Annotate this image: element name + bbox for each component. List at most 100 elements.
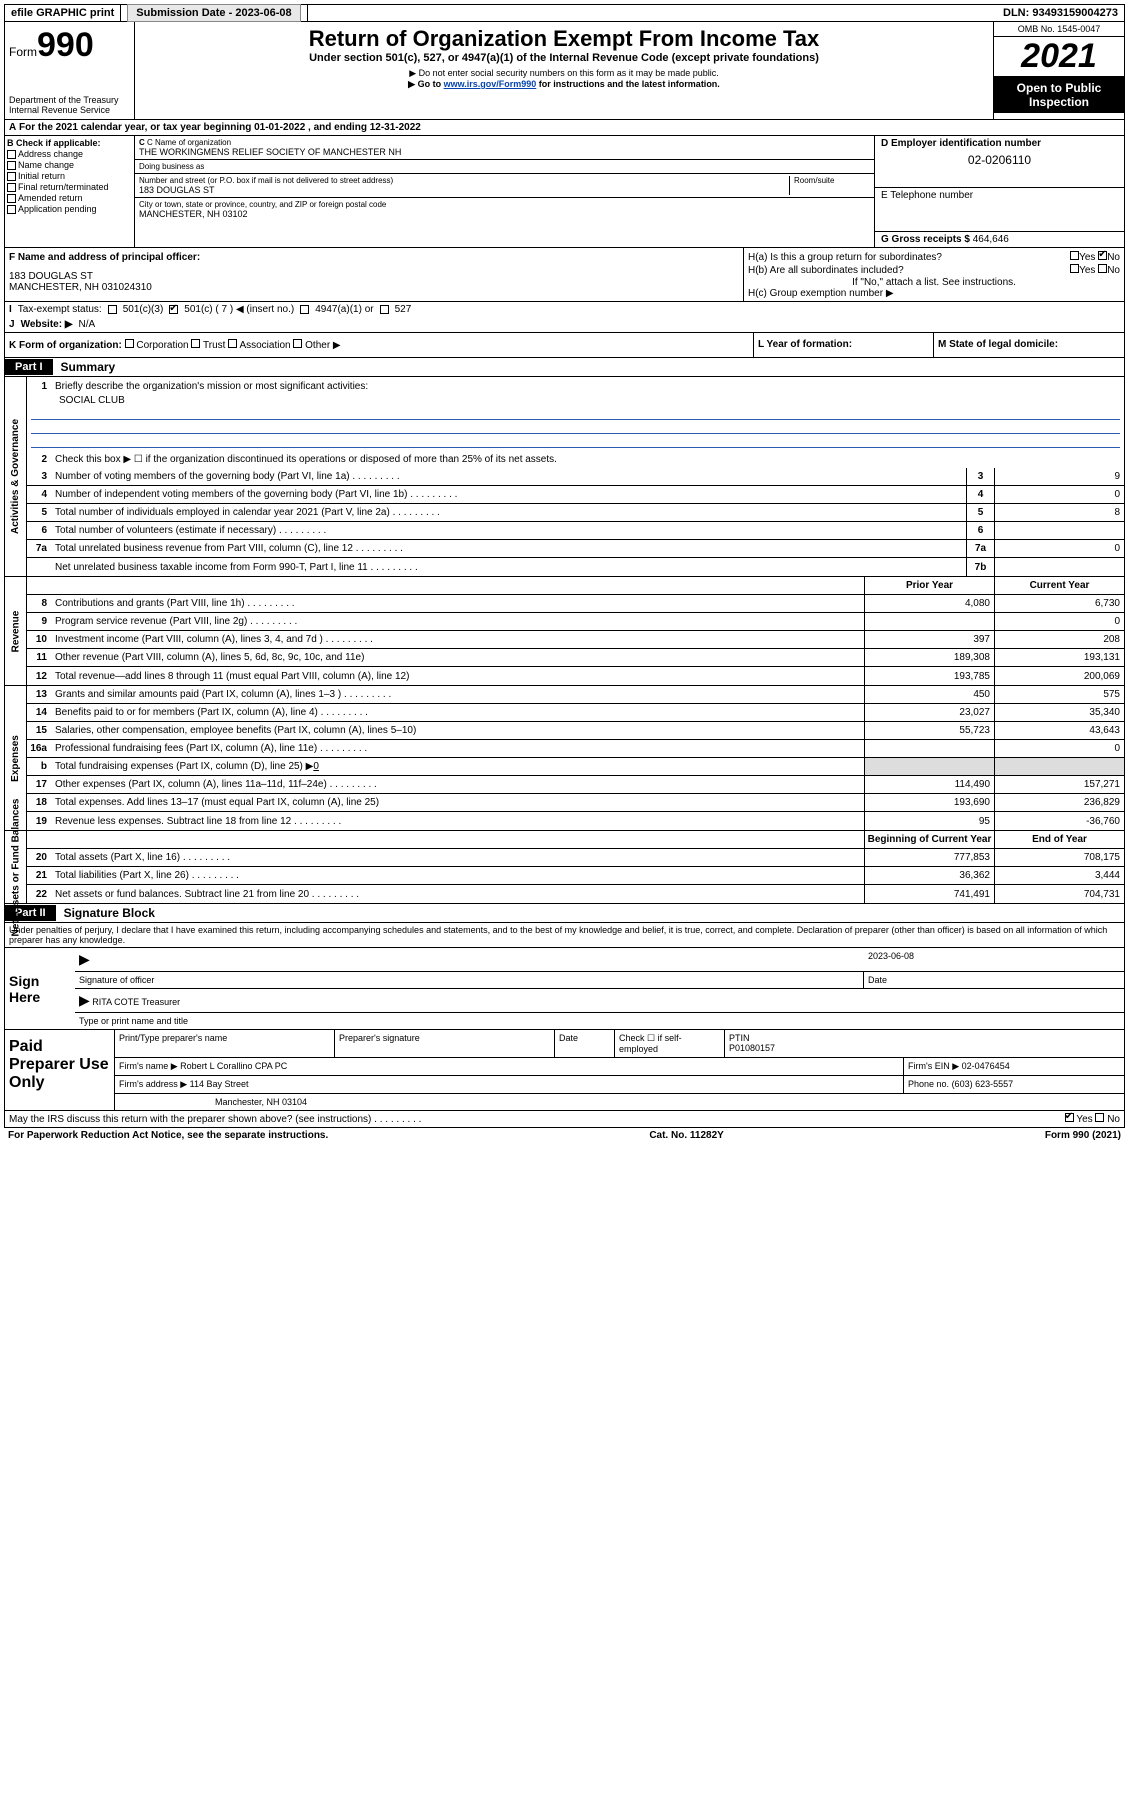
ha-yes[interactable]: [1070, 251, 1079, 260]
cat-no: Cat. No. 11282Y: [649, 1130, 723, 1141]
l17: Other expenses (Part IX, column (A), lin…: [51, 777, 864, 792]
col-f: F Name and address of principal officer:…: [5, 248, 744, 301]
hb-no[interactable]: [1098, 264, 1107, 273]
hb-label: H(b) Are all subordinates included?: [748, 265, 904, 276]
ha-no[interactable]: [1098, 251, 1107, 260]
ein-value: 02-0206110: [881, 153, 1118, 167]
checkbox-name-change[interactable]: [7, 161, 16, 170]
l18: Total expenses. Add lines 13–17 (must eq…: [51, 795, 864, 810]
p17: 114,490: [864, 776, 994, 793]
summary-revenue: Revenue Prior YearCurrent Year 8Contribu…: [4, 577, 1125, 686]
summary-expenses: Expenses 13Grants and similar amounts pa…: [4, 686, 1125, 831]
footer-discuss: May the IRS discuss this return with the…: [4, 1111, 1125, 1128]
hdr-prior: Prior Year: [864, 577, 994, 594]
i-label: Tax-exempt status:: [18, 304, 102, 315]
part2-title: Signature Block: [56, 904, 163, 922]
section-fh: F Name and address of principal officer:…: [4, 248, 1125, 302]
col-h: H(a) Is this a group return for subordin…: [744, 248, 1124, 301]
sign-here-label: Sign Here: [5, 948, 75, 1029]
officer-addr1: 183 DOUGLAS ST: [9, 271, 739, 282]
i-527[interactable]: [380, 305, 389, 314]
col-de: D Employer identification number 02-0206…: [874, 136, 1124, 247]
sig-date: 2023-06-08: [864, 948, 1124, 971]
part1-header: Part I Summary: [4, 358, 1125, 377]
form-header: Form990 Department of the Treasury Inter…: [4, 22, 1125, 120]
p13: 450: [864, 686, 994, 703]
k-corp[interactable]: [125, 339, 134, 348]
website-value: N/A: [79, 319, 96, 330]
l19: Revenue less expenses. Subtract line 18 …: [51, 814, 864, 829]
row-klm: K Form of organization: Corporation Trus…: [4, 333, 1125, 358]
section-bc: B Check if applicable: Address change Na…: [4, 136, 1125, 248]
row-a: A For the 2021 calendar year, or tax yea…: [4, 120, 1125, 136]
checkbox-amended-return[interactable]: [7, 194, 16, 203]
part2-header: Part II Signature Block: [4, 904, 1125, 923]
checkbox-address-change[interactable]: [7, 150, 16, 159]
paid-h4: Check ☐ if self-employed: [615, 1030, 725, 1057]
paid-preparer-section: Paid Preparer Use Only Print/Type prepar…: [4, 1030, 1125, 1111]
submission-seg: Submission Date - 2023-06-08: [121, 5, 307, 21]
checkbox-initial-return[interactable]: [7, 172, 16, 181]
c19: -36,760: [994, 812, 1124, 830]
discuss-yes[interactable]: [1065, 1113, 1074, 1122]
dln: DLN: 93493159004273: [997, 5, 1124, 21]
hb-yes[interactable]: [1070, 264, 1079, 273]
f-label: F Name and address of principal officer:: [9, 252, 739, 263]
p9: [864, 613, 994, 630]
c14: 35,340: [994, 704, 1124, 721]
k-trust[interactable]: [191, 339, 200, 348]
c17: 157,271: [994, 776, 1124, 793]
hdr-end: End of Year: [994, 831, 1124, 848]
row-j: JWebsite: ▶ N/A: [4, 317, 1125, 333]
c16a: 0: [994, 740, 1124, 757]
l6: Total number of volunteers (estimate if …: [51, 523, 966, 538]
sig-officer-label: Signature of officer: [75, 972, 864, 988]
c15: 43,643: [994, 722, 1124, 739]
sign-here-section: Sign Here ▶ 2023-06-08 Signature of offi…: [4, 948, 1125, 1030]
c10: 208: [994, 631, 1124, 648]
l16b: Total fundraising expenses (Part IX, col…: [51, 759, 864, 774]
form-title: Return of Organization Exempt From Incom…: [139, 26, 989, 52]
row-m: M State of legal domicile:: [934, 333, 1124, 357]
firm-ein: 02-0476454: [962, 1061, 1010, 1071]
ha-label: H(a) Is this a group return for subordin…: [748, 252, 942, 263]
discuss-no[interactable]: [1095, 1113, 1104, 1122]
j-label: Website: ▶: [21, 319, 73, 330]
l2: Check this box ▶ ☐ if the organization d…: [51, 452, 1124, 467]
submission-button[interactable]: Submission Date - 2023-06-08: [127, 4, 300, 22]
dba-label: Doing business as: [139, 162, 870, 171]
v6: [994, 522, 1124, 539]
room-label: Room/suite: [794, 176, 870, 185]
form-ref: Form 990 (2021): [1045, 1130, 1121, 1141]
officer-addr2: MANCHESTER, NH 031024310: [9, 282, 739, 293]
p14: 23,027: [864, 704, 994, 721]
checkbox-application-pending[interactable]: [7, 205, 16, 214]
header-right: OMB No. 1545-0047 2021 Open to Public In…: [994, 22, 1124, 119]
i-501c3[interactable]: [108, 305, 117, 314]
ptin-label: PTIN: [729, 1033, 1120, 1043]
hdr-beg: Beginning of Current Year: [864, 831, 994, 848]
header-left: Form990 Department of the Treasury Inter…: [5, 22, 135, 119]
phone-label: Phone no.: [908, 1079, 949, 1089]
phone-value: (603) 623-5557: [952, 1079, 1014, 1089]
k-other[interactable]: [293, 339, 302, 348]
c11: 193,131: [994, 649, 1124, 666]
i-4947[interactable]: [300, 305, 309, 314]
p20: 777,853: [864, 849, 994, 866]
i-501c[interactable]: [169, 305, 178, 314]
checkbox-final-return[interactable]: [7, 183, 16, 192]
p8: 4,080: [864, 595, 994, 612]
paid-label: Paid Preparer Use Only: [5, 1030, 115, 1110]
c12: 200,069: [994, 667, 1124, 685]
c21: 3,444: [994, 867, 1124, 884]
form-number: 990: [37, 26, 94, 64]
ptin-value: P01080157: [729, 1043, 1120, 1053]
irs-label: Internal Revenue Service: [9, 105, 130, 115]
name-label: Type or print name and title: [75, 1013, 1124, 1029]
form990-link[interactable]: www.irs.gov/Form990: [444, 79, 537, 89]
k-assoc[interactable]: [228, 339, 237, 348]
c13: 575: [994, 686, 1124, 703]
paid-h3: Date: [555, 1030, 615, 1057]
p15: 55,723: [864, 722, 994, 739]
l22: Net assets or fund balances. Subtract li…: [51, 887, 864, 902]
